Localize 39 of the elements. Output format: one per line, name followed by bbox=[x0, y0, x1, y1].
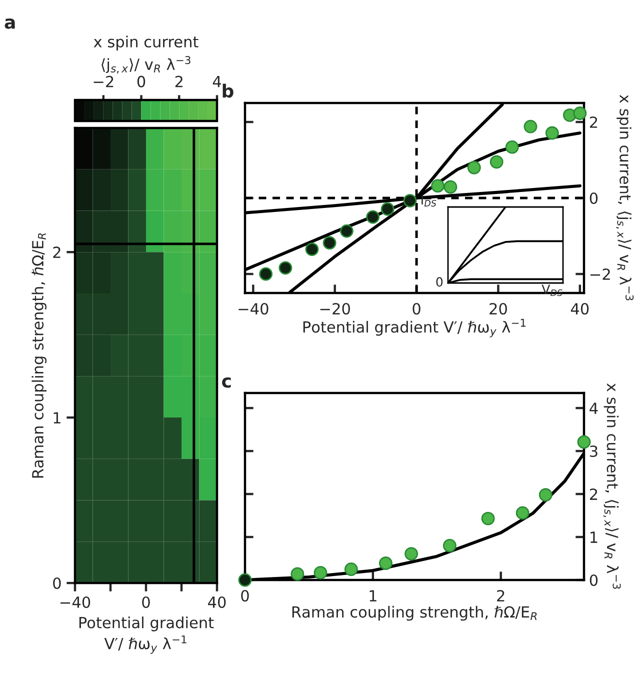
x-axis-title: Potential gradient V′/ ℏω$_{y}$ λ$^{−1}$ bbox=[303, 318, 526, 338]
y-axis-title: x spin current, ⟨j$_{s,x}$⟩/ v$_{R}$ λ$^{−3}$ bbox=[603, 383, 621, 589]
x-tick-label: −20 bbox=[320, 302, 350, 315]
y-tick-label: 4 bbox=[590, 402, 598, 414]
y-axis-title: Raman coupling strength, ℏΩ/E$_{R}$ bbox=[32, 233, 46, 478]
y-axis-title: I$_{DS}$ bbox=[422, 195, 436, 207]
x-tick-label: 40 bbox=[570, 302, 589, 315]
color-bar-title: x spin current ⟨j$_{s,x}$⟩/ v$_{R}$ λ$^{−3}$ bbox=[94, 36, 198, 74]
y-tick-label: 2 bbox=[590, 488, 598, 500]
chart-title: a bbox=[4, 18, 15, 29]
y-tick-label: 2 bbox=[53, 246, 60, 258]
x-tick-label: 2 bbox=[497, 590, 504, 602]
x-tick-label: 20 bbox=[490, 302, 507, 315]
color-bar-label: −2 bbox=[94, 76, 114, 88]
color-bar-label: 2 bbox=[175, 76, 182, 88]
y-tick-label: −2 bbox=[590, 268, 610, 280]
x-axis-title: Potential gradient V′/ ℏω$_{y}$ λ$^{−1}$ bbox=[79, 616, 214, 654]
y-tick-label: 2 bbox=[590, 116, 598, 128]
x-axis-title: Raman coupling strength, ℏΩ/E$_{R}$ bbox=[292, 606, 537, 621]
x-tick-label: 0 bbox=[142, 596, 150, 608]
y-tick-label: 0 bbox=[53, 577, 61, 590]
annotation: 0 bbox=[436, 277, 443, 287]
chart-title: b bbox=[222, 84, 234, 98]
x-tick-label: 1 bbox=[370, 590, 376, 602]
y-tick-label: 3 bbox=[590, 446, 598, 458]
x-tick-label: 40 bbox=[208, 596, 226, 608]
y-tick-label: 1 bbox=[590, 532, 598, 543]
color-bar-label: 4 bbox=[212, 76, 222, 88]
x-tick-label: −40 bbox=[60, 596, 90, 608]
y-axis-title: x spin current, ⟨j$_{s,x}$⟩/ v$_{R}$ λ$^{−3}$ bbox=[616, 94, 634, 300]
y-tick-label: 1 bbox=[54, 412, 60, 424]
chart-title: c bbox=[222, 377, 231, 388]
y-tick-label: 0 bbox=[590, 192, 598, 204]
x-tick-label: −40 bbox=[238, 302, 268, 315]
x-tick-label: 0 bbox=[412, 302, 420, 315]
x-axis-title: V$_{DS}$ bbox=[542, 284, 562, 296]
y-tick-label: 0 bbox=[590, 574, 598, 586]
x-tick-label: 0 bbox=[241, 590, 249, 602]
color-bar-label: 0 bbox=[137, 76, 146, 88]
